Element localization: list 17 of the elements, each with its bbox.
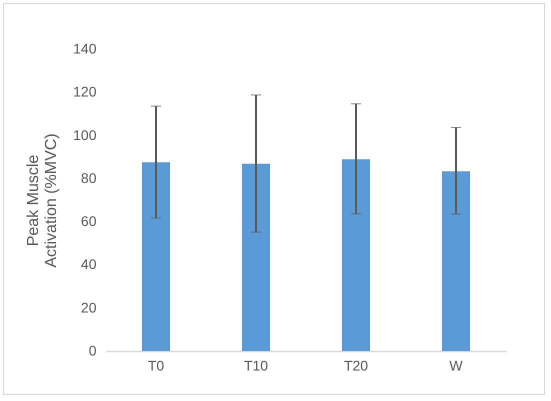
y-tick-label: 40 (80, 256, 97, 272)
bar (442, 171, 470, 351)
y-tick-label: 140 (73, 40, 97, 56)
x-tick-label: W (449, 358, 464, 374)
y-axis-title: Peak Muscle Activation (%MVC) (25, 133, 60, 268)
bar (342, 159, 370, 351)
x-tick-label: T0 (148, 358, 164, 374)
x-tick-label: T10 (244, 358, 268, 374)
y-tick-label: 120 (73, 84, 97, 100)
y-tick-label: 60 (80, 213, 97, 230)
y-tick-label: 0 (88, 342, 97, 358)
y-tick-label: 20 (80, 299, 97, 316)
bar (142, 162, 170, 351)
y-tick-label: 100 (73, 126, 97, 143)
bar (242, 164, 270, 351)
x-tick-label: T20 (344, 358, 368, 374)
y-tick-label: 80 (80, 170, 97, 186)
